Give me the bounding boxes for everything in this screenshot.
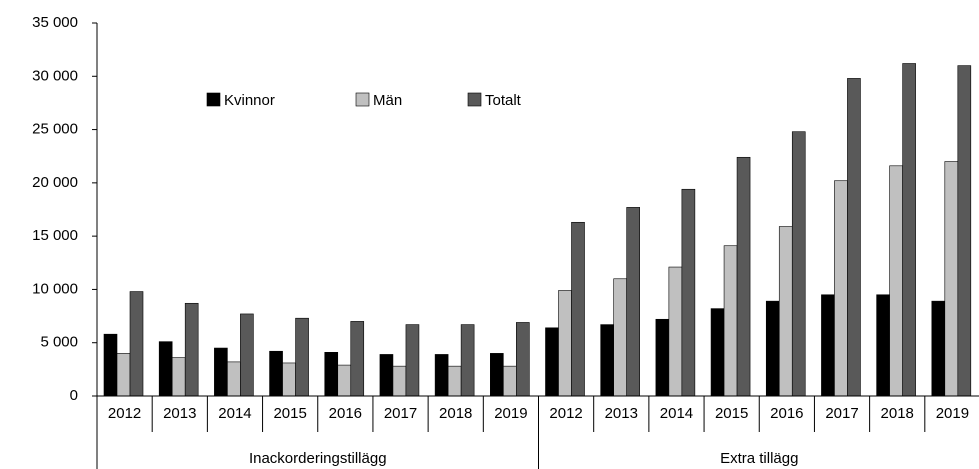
bar xyxy=(214,347,228,397)
legend-label: Män xyxy=(373,92,402,109)
legend-label: Totalt xyxy=(485,92,522,109)
legend-swatch xyxy=(467,92,482,107)
x-tick-label: 2019 xyxy=(936,405,969,422)
x-tick-label: 2015 xyxy=(273,405,306,422)
bar xyxy=(516,322,530,397)
y-tick-label: 35 000 xyxy=(32,14,78,31)
bar xyxy=(821,294,835,397)
legend-swatch xyxy=(355,92,370,107)
bar xyxy=(503,365,517,397)
bar xyxy=(405,324,420,397)
bar xyxy=(103,333,118,397)
x-tick-label: 2012 xyxy=(549,405,582,422)
bar xyxy=(791,131,806,397)
bar xyxy=(876,294,890,397)
bar xyxy=(158,341,173,397)
bar xyxy=(778,226,793,397)
bar xyxy=(295,317,309,397)
y-tick-label: 20 000 xyxy=(32,174,78,191)
bar xyxy=(668,266,683,397)
x-tick-label: 2019 xyxy=(494,405,527,422)
bar xyxy=(957,65,972,397)
bar xyxy=(490,353,504,397)
x-tick-label: 2016 xyxy=(770,405,803,422)
bar xyxy=(324,352,339,397)
x-tick-label: 2014 xyxy=(218,405,251,422)
bar xyxy=(240,313,254,397)
y-tick-label: 15 000 xyxy=(32,227,78,244)
bar xyxy=(681,188,696,397)
bar xyxy=(889,165,903,397)
bar xyxy=(447,365,462,397)
bar xyxy=(282,362,296,397)
bar xyxy=(834,180,848,397)
x-tick-label: 2015 xyxy=(715,405,748,422)
bar xyxy=(269,350,283,397)
x-tick-label: 2017 xyxy=(825,405,858,422)
bar xyxy=(350,321,365,397)
x-tick-label: 2012 xyxy=(108,405,141,422)
bar xyxy=(600,324,614,397)
bar xyxy=(392,365,407,397)
bar xyxy=(655,318,670,397)
legend-swatch xyxy=(206,92,221,107)
bar xyxy=(931,300,946,397)
bar xyxy=(379,354,394,397)
x-tick-label: 2016 xyxy=(329,405,362,422)
bar xyxy=(434,354,449,397)
bar xyxy=(116,353,131,397)
group-label: Extra tillägg xyxy=(720,450,798,467)
bar xyxy=(545,327,559,397)
y-tick-label: 5 000 xyxy=(40,334,78,351)
bar xyxy=(613,278,627,397)
bar xyxy=(944,161,959,397)
bar xyxy=(171,357,186,397)
bar xyxy=(460,324,475,397)
x-tick-label: 2013 xyxy=(605,405,638,422)
bar xyxy=(129,291,144,397)
bar xyxy=(902,63,916,397)
bar xyxy=(571,221,585,397)
bar xyxy=(765,300,780,397)
bar xyxy=(227,361,241,397)
bar xyxy=(847,78,861,397)
bar xyxy=(626,207,640,397)
x-tick-label: 2013 xyxy=(163,405,196,422)
x-tick-label: 2018 xyxy=(439,405,472,422)
legend-label: Kvinnor xyxy=(224,92,275,109)
x-tick-label: 2017 xyxy=(384,405,417,422)
y-tick-label: 0 xyxy=(70,387,78,404)
y-tick-label: 25 000 xyxy=(32,121,78,138)
bar xyxy=(736,156,751,397)
bar xyxy=(710,308,725,397)
x-tick-label: 2018 xyxy=(881,405,914,422)
bar xyxy=(723,245,738,397)
y-tick-label: 10 000 xyxy=(32,280,78,297)
x-tick-label: 2014 xyxy=(660,405,693,422)
y-tick-label: 30 000 xyxy=(32,67,78,84)
bar xyxy=(184,302,199,397)
bar xyxy=(558,290,572,397)
bar xyxy=(337,364,352,397)
group-label: Inackorderingstillägg xyxy=(249,450,387,467)
